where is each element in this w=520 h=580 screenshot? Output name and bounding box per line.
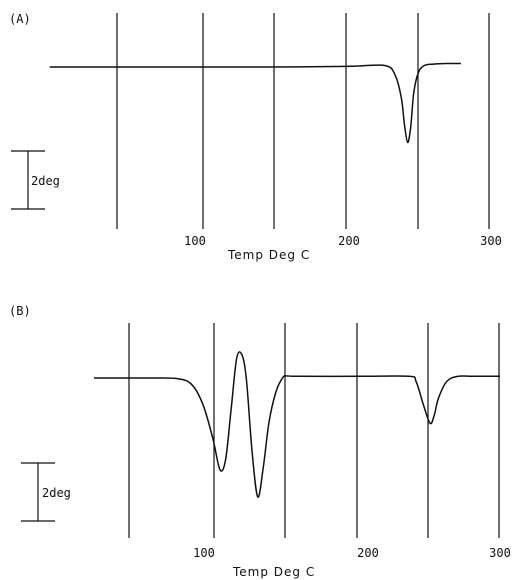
panel-b-scale-label: 2deg — [42, 486, 71, 500]
panel-a-tick-label-200: 200 — [338, 234, 360, 248]
panel-a-grid — [116, 13, 490, 229]
panel-a-label: (A) — [9, 12, 31, 26]
panel-b-label: (B) — [9, 304, 31, 318]
panel-a-scale-bar — [11, 150, 45, 210]
panel-a-curve — [49, 62, 461, 144]
panel-b-scale-bar — [21, 462, 55, 522]
panel-b-tick-label-200: 200 — [357, 546, 379, 560]
panel-b-tick-label-100: 100 — [193, 546, 215, 560]
panel-b-grid — [128, 323, 500, 538]
panel-a-scale-label: 2deg — [31, 174, 60, 188]
panel-b: (B) 2deg 100 200 300 Temp Deg C — [9, 304, 511, 579]
panel-a: (A) 2deg 100 200 300 Temp Deg C — [9, 12, 502, 262]
panel-a-tick-label-300: 300 — [480, 234, 502, 248]
panel-b-curve — [93, 351, 500, 498]
panel-b-x-axis-label: Temp Deg C — [232, 565, 315, 579]
panel-a-x-axis-label: Temp Deg C — [227, 248, 310, 262]
panel-a-tick-labels: 100 200 300 — [184, 234, 502, 248]
panel-a-tick-label-100: 100 — [184, 234, 206, 248]
panel-b-tick-label-300: 300 — [489, 546, 511, 560]
panel-b-tick-labels: 100 200 300 — [193, 546, 511, 560]
